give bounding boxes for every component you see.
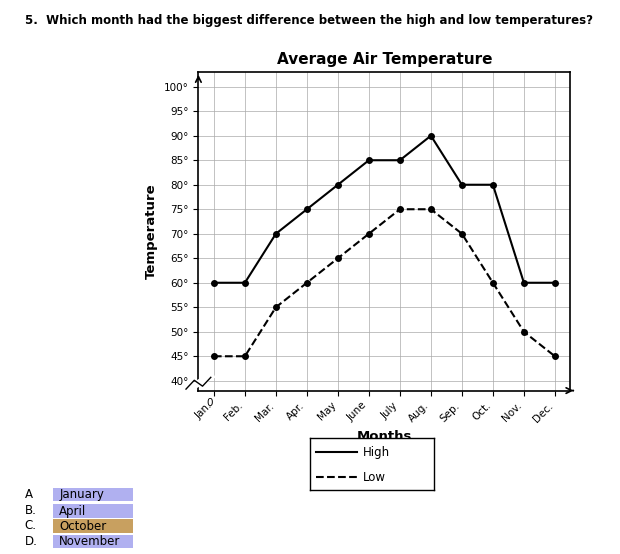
Text: November: November [59, 535, 120, 548]
Title: Average Air Temperature: Average Air Temperature [277, 52, 492, 66]
Text: D.: D. [25, 535, 38, 548]
Text: 5.  Which month had the biggest difference between the high and low temperatures: 5. Which month had the biggest differenc… [25, 14, 593, 27]
Text: October: October [59, 520, 107, 532]
Text: A: A [25, 488, 33, 501]
Text: High: High [363, 446, 391, 459]
Text: Low: Low [363, 471, 386, 484]
Text: 0: 0 [207, 398, 213, 408]
Text: C.: C. [25, 519, 37, 532]
X-axis label: Months: Months [356, 430, 412, 443]
Text: B.: B. [25, 504, 37, 517]
Y-axis label: Temperature: Temperature [145, 183, 158, 279]
Text: January: January [59, 488, 104, 501]
Text: April: April [59, 505, 86, 517]
